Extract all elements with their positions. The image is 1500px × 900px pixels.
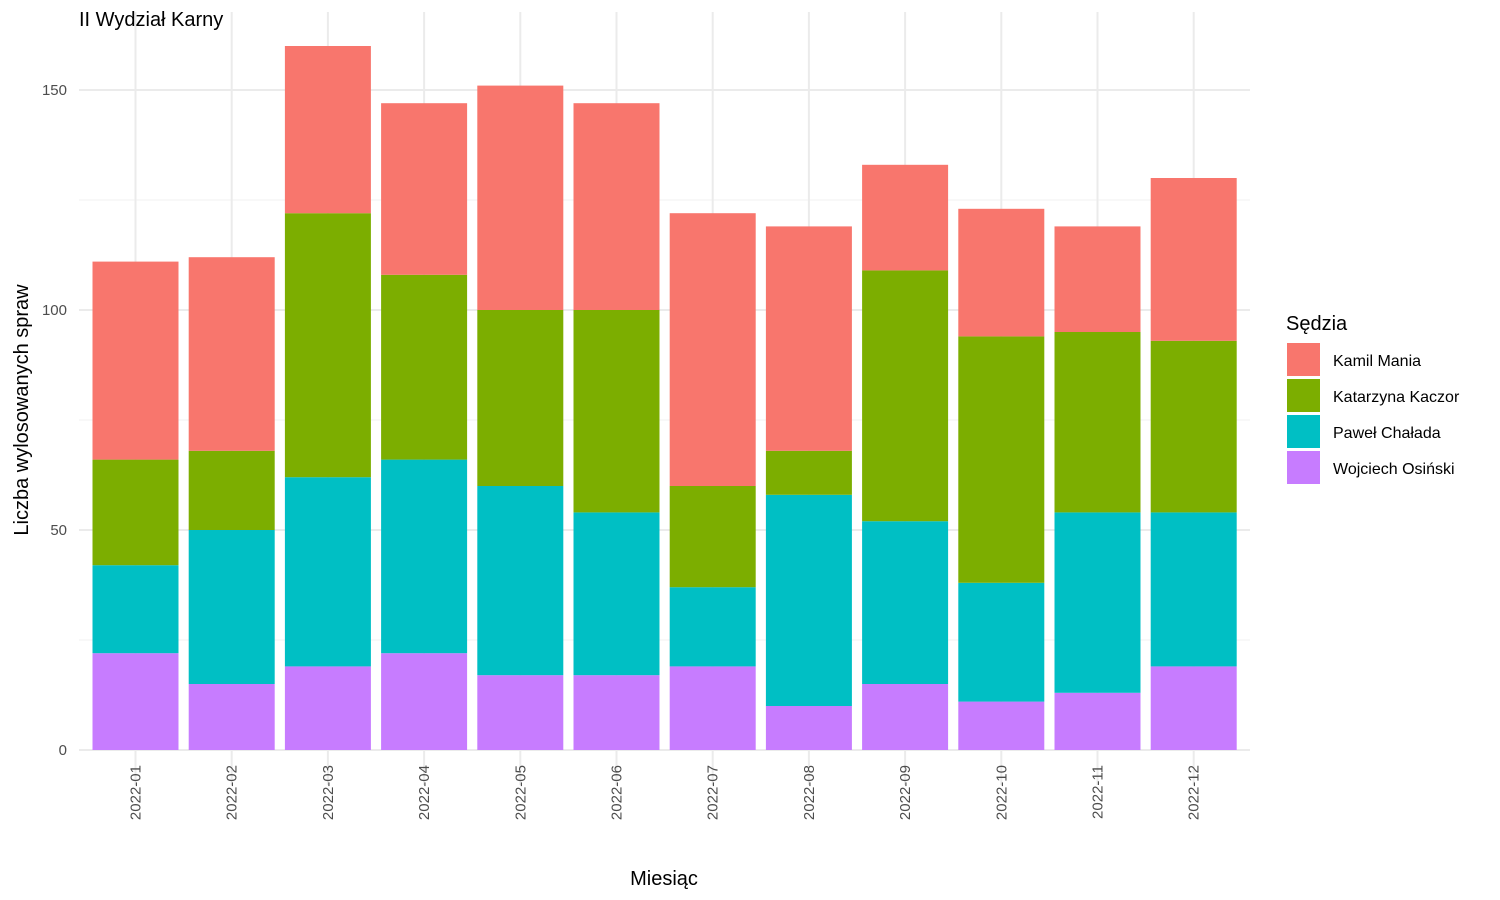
bar-segment-pawe-cha-ada-2022-09 bbox=[862, 521, 949, 684]
y-axis-title: Liczba wylosowanych spraw bbox=[11, 284, 33, 536]
bar-segment-katarzyna-kaczor-2022-03 bbox=[284, 213, 371, 478]
y-tick-label: 100 bbox=[42, 302, 67, 319]
bar-segment-kamil-mania-2022-10 bbox=[958, 208, 1045, 337]
x-tick-label: 2022-04 bbox=[416, 765, 433, 820]
bar-segment-pawe-cha-ada-2022-03 bbox=[284, 477, 371, 667]
x-tick-label: 2022-11 bbox=[1090, 765, 1107, 819]
bar-segment-katarzyna-kaczor-2022-04 bbox=[381, 274, 468, 460]
bar-segment-pawe-cha-ada-2022-07 bbox=[669, 587, 756, 667]
x-tick-label: 2022-07 bbox=[705, 765, 722, 820]
bar-segment-pawe-cha-ada-2022-06 bbox=[573, 512, 660, 676]
legend-swatch bbox=[1287, 451, 1320, 484]
bar-segment-wojciech-osi-ski-2022-09 bbox=[862, 684, 949, 750]
x-tick-label: 2022-03 bbox=[320, 765, 337, 820]
chart-title: II Wydział Karny bbox=[79, 9, 223, 31]
bar-segment-wojciech-osi-ski-2022-12 bbox=[1150, 666, 1237, 750]
bar-segment-katarzyna-kaczor-2022-10 bbox=[958, 336, 1045, 583]
legend: Sędzia Kamil Mania Katarzyna Kaczor Paweł … bbox=[1286, 313, 1460, 484]
legend-swatch bbox=[1287, 343, 1320, 376]
bar-segment-pawe-cha-ada-2022-11 bbox=[1054, 512, 1141, 693]
bar-segment-kamil-mania-2022-08 bbox=[765, 226, 852, 451]
bar-segment-pawe-cha-ada-2022-12 bbox=[1150, 512, 1237, 667]
bar-segment-kamil-mania-2022-09 bbox=[862, 164, 949, 271]
bar-segment-wojciech-osi-ski-2022-03 bbox=[284, 666, 371, 750]
x-tick-label: 2022-02 bbox=[224, 765, 241, 820]
y-tick-label: 150 bbox=[42, 82, 67, 99]
legend-label: Wojciech Osiński bbox=[1333, 461, 1455, 478]
bar-segment-pawe-cha-ada-2022-01 bbox=[92, 565, 179, 654]
bar-segment-katarzyna-kaczor-2022-06 bbox=[573, 310, 660, 513]
bar-segment-katarzyna-kaczor-2022-08 bbox=[765, 450, 852, 495]
bar-segment-kamil-mania-2022-05 bbox=[477, 85, 564, 310]
bar-segment-kamil-mania-2022-12 bbox=[1150, 178, 1237, 341]
bar-segment-katarzyna-kaczor-2022-07 bbox=[669, 486, 756, 588]
bar-segment-wojciech-osi-ski-2022-11 bbox=[1054, 692, 1141, 750]
x-axis-title: Miesiąc bbox=[630, 868, 698, 890]
bar-segment-wojciech-osi-ski-2022-04 bbox=[381, 653, 468, 750]
legend-label: Kamil Mania bbox=[1333, 353, 1421, 370]
bar-segment-katarzyna-kaczor-2022-12 bbox=[1150, 340, 1237, 513]
x-tick-label: 2022-09 bbox=[897, 765, 914, 820]
x-axis: 2022-01 2022-02 2022-03 2022-04 2022-05 2022-… bbox=[128, 765, 1203, 820]
bar-segment-pawe-cha-ada-2022-05 bbox=[477, 486, 564, 676]
bar-segment-wojciech-osi-ski-2022-05 bbox=[477, 675, 564, 750]
bar-segment-pawe-cha-ada-2022-04 bbox=[381, 459, 468, 654]
y-tick-label: 0 bbox=[59, 742, 67, 759]
legend-swatch bbox=[1287, 415, 1320, 448]
bar-segment-kamil-mania-2022-07 bbox=[669, 213, 756, 486]
legend-label: Paweł Chałada bbox=[1333, 425, 1441, 442]
bar-segment-wojciech-osi-ski-2022-02 bbox=[188, 684, 275, 750]
x-tick-label: 2022-05 bbox=[512, 765, 529, 820]
x-tick-label: 2022-10 bbox=[993, 765, 1010, 820]
bar-segment-wojciech-osi-ski-2022-07 bbox=[669, 666, 756, 750]
bar-segment-wojciech-osi-ski-2022-01 bbox=[92, 653, 179, 750]
bar-segment-kamil-mania-2022-06 bbox=[573, 103, 660, 310]
bar-segment-kamil-mania-2022-03 bbox=[284, 46, 371, 214]
legend-title: Sędzia bbox=[1286, 313, 1348, 335]
bar-segment-katarzyna-kaczor-2022-11 bbox=[1054, 332, 1141, 513]
bar-segment-pawe-cha-ada-2022-08 bbox=[765, 494, 852, 706]
x-tick-label: 2022-08 bbox=[801, 765, 818, 820]
legend-label: Katarzyna Kaczor bbox=[1333, 389, 1460, 406]
bar-segment-katarzyna-kaczor-2022-01 bbox=[92, 459, 179, 566]
bar-segment-katarzyna-kaczor-2022-09 bbox=[862, 270, 949, 522]
legend-swatch bbox=[1287, 379, 1320, 412]
x-tick-label: 2022-06 bbox=[609, 765, 626, 820]
bar-segment-kamil-mania-2022-11 bbox=[1054, 226, 1141, 332]
y-axis: 0 50 100 150 bbox=[42, 82, 67, 759]
bar-segment-wojciech-osi-ski-2022-06 bbox=[573, 675, 660, 750]
bar-segment-wojciech-osi-ski-2022-08 bbox=[765, 706, 852, 750]
bar-segment-pawe-cha-ada-2022-10 bbox=[958, 582, 1045, 702]
bars bbox=[92, 46, 1237, 750]
bar-segment-pawe-cha-ada-2022-02 bbox=[188, 530, 275, 684]
bar-segment-kamil-mania-2022-01 bbox=[92, 261, 179, 460]
x-tick-label: 2022-12 bbox=[1186, 765, 1203, 820]
y-tick-label: 50 bbox=[50, 522, 67, 539]
bar-segment-kamil-mania-2022-02 bbox=[188, 257, 275, 451]
bar-segment-katarzyna-kaczor-2022-05 bbox=[477, 310, 564, 486]
bar-segment-katarzyna-kaczor-2022-02 bbox=[188, 450, 275, 530]
x-tick-label: 2022-01 bbox=[128, 765, 145, 820]
bar-segment-kamil-mania-2022-04 bbox=[381, 103, 468, 275]
bar-segment-wojciech-osi-ski-2022-10 bbox=[958, 701, 1045, 750]
